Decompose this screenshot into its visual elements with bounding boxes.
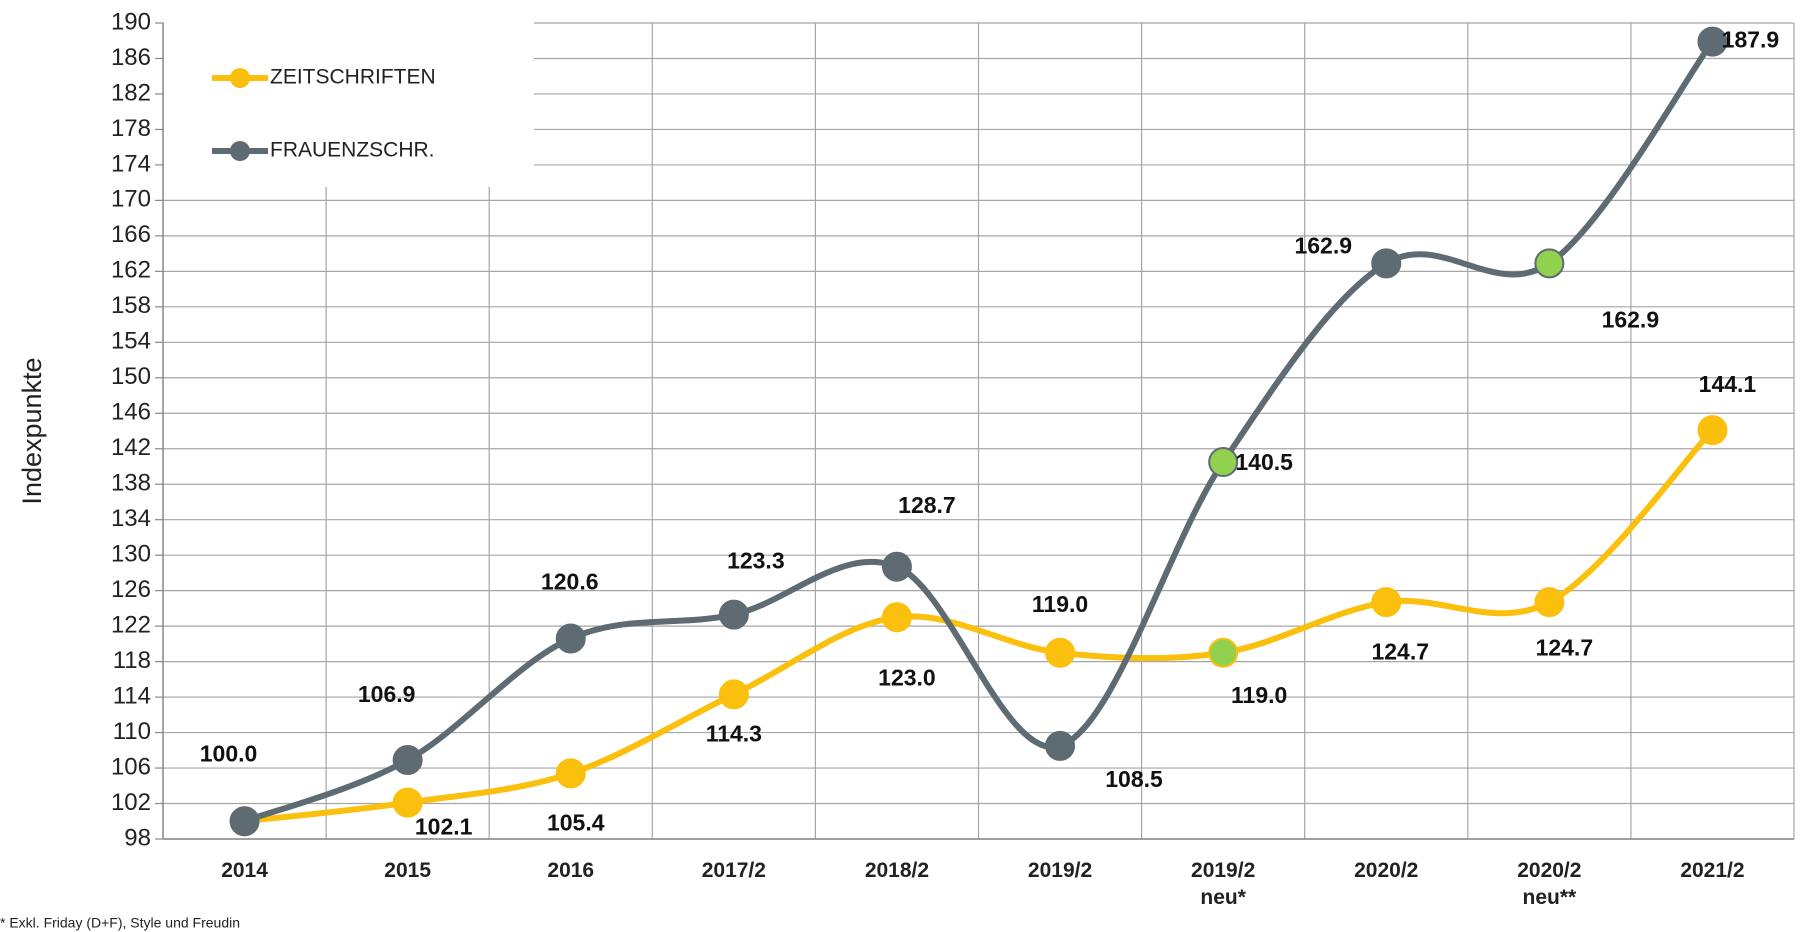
data-label: 187.9 (1722, 27, 1780, 53)
x-tick-label: 2020/2 neu** (1517, 859, 1582, 909)
marker (718, 599, 749, 630)
data-label: 128.7 (898, 492, 956, 518)
marker (1208, 447, 1239, 478)
marker (1534, 587, 1565, 618)
data-label: 124.7 (1371, 638, 1429, 664)
data-label: 106.9 (358, 681, 416, 707)
y-tick-label: 114 (113, 682, 151, 709)
y-tick-label: 110 (113, 718, 151, 745)
marker (392, 787, 423, 818)
data-label: 120.6 (541, 569, 599, 595)
data-label: 114.3 (706, 721, 762, 747)
data-label: 102.1 (415, 814, 473, 840)
data-label: 123.0 (878, 664, 936, 690)
y-tick-label: 106 (111, 753, 151, 780)
y-tick-label: 154 (111, 328, 151, 355)
marker (1045, 637, 1076, 668)
data-label: 119.0 (1231, 682, 1287, 708)
x-tick-label: 2019/2 (1027, 859, 1093, 882)
marker (1208, 637, 1239, 668)
y-axis-label: Indexpunkte (17, 357, 47, 504)
y-tick-label: 130 (111, 541, 151, 568)
y-tick-label: 162 (111, 257, 151, 284)
x-tick-label: 2021/2 (1680, 859, 1745, 882)
marker (229, 806, 260, 837)
data-label: 123.3 (727, 548, 785, 574)
x-tick-label: 2017/2 (701, 859, 766, 882)
marker (1371, 248, 1402, 279)
data-label: 108.5 (1105, 766, 1163, 792)
y-tick-label: 142 (111, 434, 151, 461)
data-label: 162.9 (1294, 232, 1352, 258)
x-tick-label: 2014 (221, 859, 268, 882)
y-tick-label: 178 (111, 115, 151, 142)
data-label: 144.1 (1699, 371, 1757, 397)
marker (718, 679, 749, 710)
y-tick-label: 190 (111, 8, 151, 35)
y-tick-label: 126 (111, 576, 151, 603)
data-label: 140.5 (1235, 449, 1293, 475)
marker (1697, 26, 1728, 57)
legend-label: ZEITSCHRIFTEN (270, 66, 436, 89)
y-tick-label: 102 (111, 789, 151, 816)
y-tick-label: 98 (124, 824, 151, 851)
marker (1697, 415, 1728, 446)
data-label: 100.0 (200, 740, 258, 766)
series-line (244, 428, 1715, 825)
x-tick-label: 2018/2 (864, 859, 930, 882)
legend-box (164, 21, 534, 187)
x-tick-label: 2016 (547, 859, 595, 882)
y-tick-label: 150 (111, 363, 151, 390)
x-tick-label: 2020/2 (1354, 859, 1419, 882)
marker (1534, 248, 1565, 279)
y-tick-label: 166 (111, 221, 151, 248)
data-label: 162.9 (1602, 306, 1660, 332)
x-tick-label: 2015 (384, 859, 431, 882)
y-tick-label: 174 (111, 150, 151, 177)
series-line (243, 39, 1715, 825)
y-tick-label: 122 (111, 611, 151, 638)
y-tick-label: 158 (111, 292, 151, 319)
data-label: 105.4 (547, 809, 605, 835)
y-tick-label: 146 (111, 399, 151, 426)
y-tick-label: 186 (111, 44, 151, 71)
legend-marker (230, 141, 250, 161)
marker (392, 745, 423, 776)
y-tick-label: 118 (113, 647, 151, 674)
y-tick-label: 138 (111, 470, 151, 497)
marker (1371, 587, 1402, 618)
data-label: 124.7 (1536, 634, 1594, 660)
legend-label: FRAUENZSCHR. (270, 139, 435, 162)
legend-marker (230, 68, 250, 88)
y-tick-label: 134 (111, 505, 151, 532)
data-label: 119.0 (1032, 591, 1088, 617)
marker (555, 623, 586, 654)
footnote: * Exkl. Friday (D+F), Style und Freudin (0, 915, 240, 931)
y-tick-label: 170 (111, 186, 151, 213)
x-tick-label: 2019/2 neu* (1191, 859, 1256, 909)
marker (881, 551, 912, 582)
y-tick-label: 182 (111, 79, 151, 106)
marker (555, 758, 586, 789)
marker (881, 602, 912, 633)
marker (1045, 730, 1076, 761)
